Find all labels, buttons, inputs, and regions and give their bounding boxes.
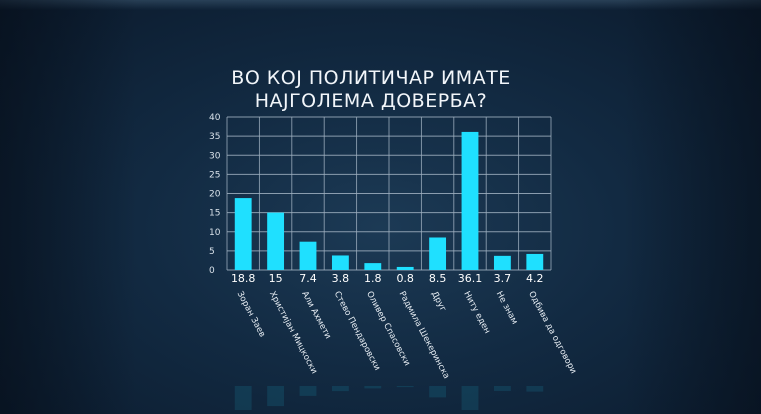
bar-reflection-mark bbox=[526, 386, 544, 392]
y-tick-label: 35 bbox=[209, 132, 220, 142]
category-label: Не знам bbox=[494, 290, 520, 327]
category-label: Зоран Заев bbox=[235, 290, 268, 339]
value-label: 8.5 bbox=[429, 272, 447, 285]
y-tick-label: 0 bbox=[209, 266, 215, 276]
y-tick-label: 40 bbox=[209, 113, 221, 123]
bar-reflection-mark bbox=[364, 386, 382, 389]
value-label: 15 bbox=[269, 272, 283, 285]
bar-reflection-mark bbox=[331, 386, 349, 392]
bar bbox=[461, 131, 479, 270]
value-label: 1.8 bbox=[364, 272, 382, 285]
category-label: Ниту еден bbox=[461, 290, 492, 336]
y-tick-label: 30 bbox=[209, 151, 221, 161]
value-label: 7.4 bbox=[299, 272, 317, 285]
y-tick-label: 5 bbox=[209, 247, 215, 257]
y-axis-ticks: 0 5 10 15 20 25 30 35 40 bbox=[209, 113, 221, 276]
value-label: 4.2 bbox=[526, 272, 544, 285]
bar bbox=[331, 255, 349, 270]
bar bbox=[299, 241, 317, 270]
value-label: 36.1 bbox=[458, 272, 483, 285]
bar bbox=[396, 266, 414, 270]
bar-reflection-mark bbox=[429, 386, 447, 398]
y-tick-label: 20 bbox=[209, 190, 221, 200]
value-label: 18.8 bbox=[231, 272, 256, 285]
category-label: Одбива да одговори bbox=[526, 290, 578, 376]
bar bbox=[429, 237, 447, 270]
bar bbox=[267, 212, 285, 270]
chart-title-line-1: ВО КОЈ ПОЛИТИЧАР ИМАТЕ bbox=[231, 67, 510, 89]
y-tick-label: 25 bbox=[209, 170, 220, 180]
bar-reflection-mark bbox=[234, 386, 252, 410]
value-label: 3.8 bbox=[332, 272, 350, 285]
bar-reflection bbox=[234, 386, 544, 410]
value-labels: 18.8 15 7.4 3.8 1.8 0.8 8.5 36.1 3.7 4.2 bbox=[231, 272, 544, 285]
bar bbox=[526, 253, 544, 270]
y-tick-label: 15 bbox=[209, 209, 220, 219]
chart-title-line-2: НАЈГОЛЕМА ДОВЕРБА? bbox=[255, 90, 488, 112]
y-tick-label: 10 bbox=[209, 228, 221, 238]
value-label: 3.7 bbox=[494, 272, 512, 285]
value-label: 0.8 bbox=[396, 272, 414, 285]
bar-reflection-mark bbox=[461, 386, 479, 410]
bar-reflection-mark bbox=[267, 386, 285, 407]
bar-reflection-mark bbox=[396, 386, 414, 388]
category-label: Али Ахмети bbox=[299, 290, 332, 341]
bar bbox=[493, 255, 511, 270]
bar-reflection-mark bbox=[493, 386, 511, 391]
category-label: Друг bbox=[429, 290, 448, 314]
bar bbox=[364, 263, 382, 270]
bar-reflection-mark bbox=[299, 386, 317, 396]
bar bbox=[234, 198, 252, 270]
